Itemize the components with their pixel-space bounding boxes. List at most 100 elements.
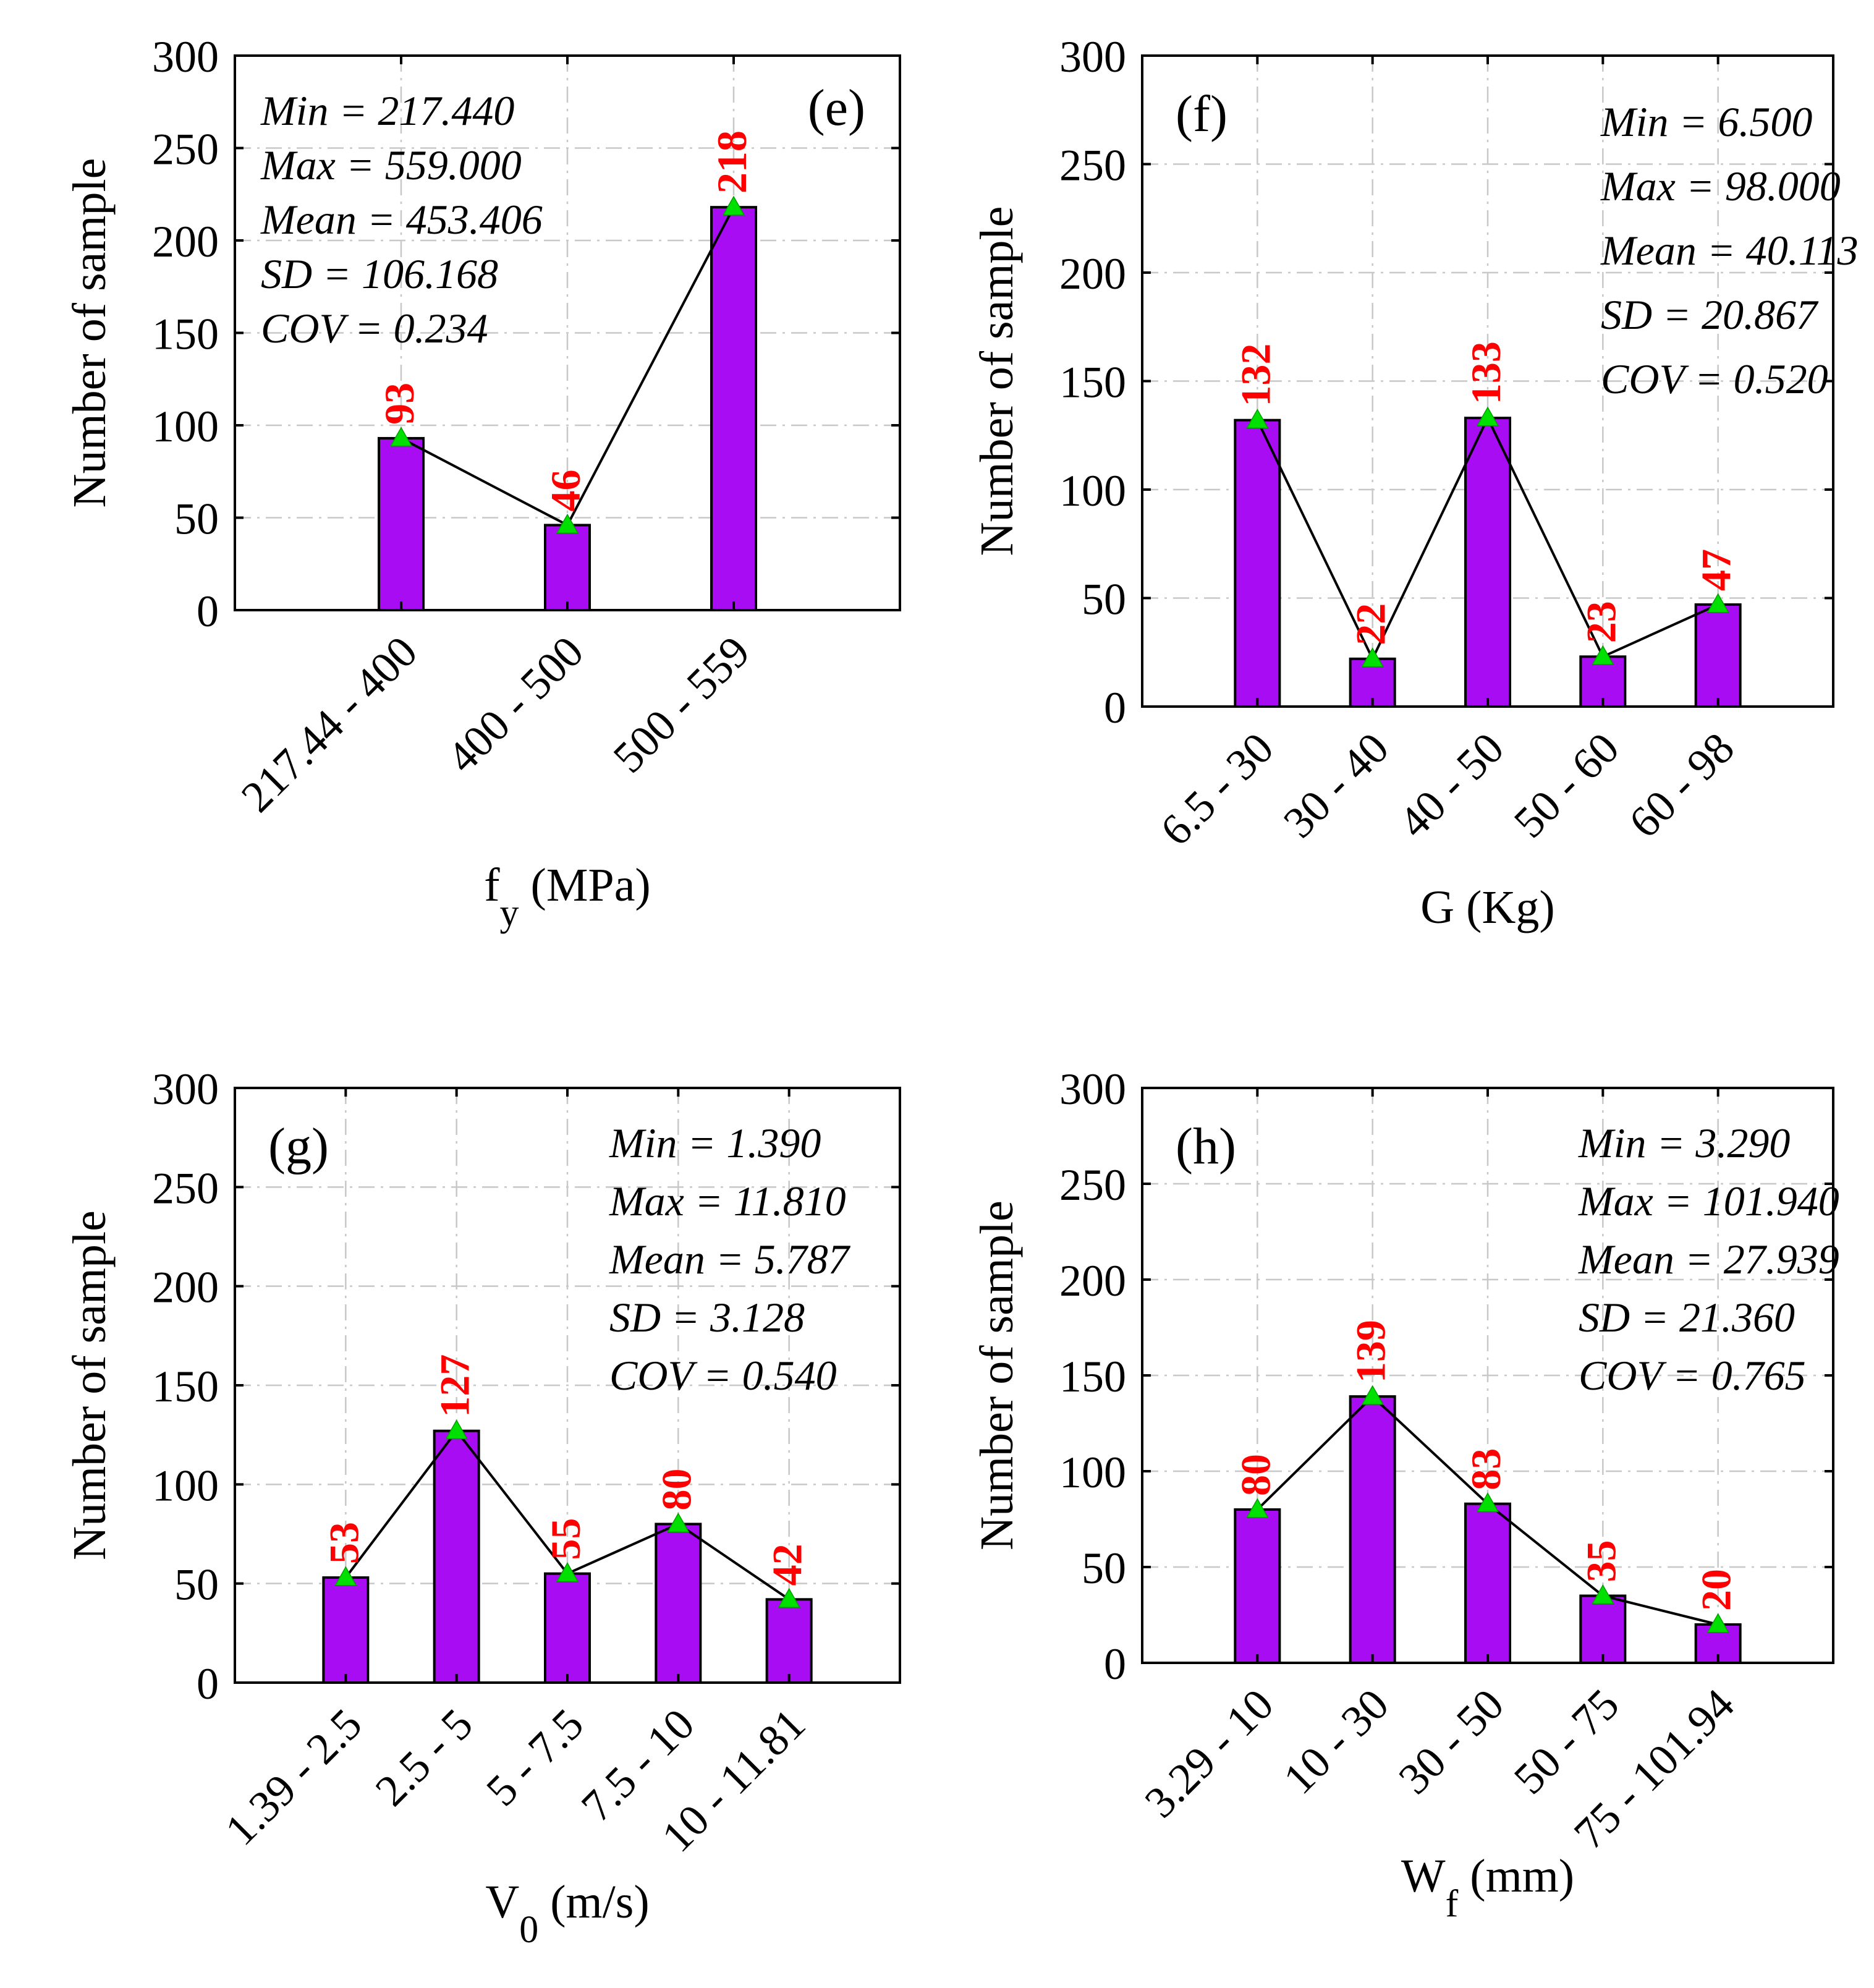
y-tick-label: 50 bbox=[1082, 575, 1126, 624]
data-point bbox=[1361, 1385, 1384, 1405]
y-tick-label: 150 bbox=[1059, 1352, 1126, 1401]
stats-line: Mean = 5.787 bbox=[609, 1236, 851, 1283]
data-point bbox=[445, 1419, 468, 1440]
bar bbox=[1349, 1395, 1396, 1665]
y-tick-label: 200 bbox=[152, 217, 219, 266]
x-axis-label: Wf (mm) bbox=[1401, 1850, 1574, 1925]
y-axis-label: Number of sample bbox=[64, 158, 116, 508]
stats-line: SD = 106.168 bbox=[261, 250, 498, 297]
stats-line: Min = 3.290 bbox=[1578, 1119, 1790, 1166]
bar bbox=[710, 206, 757, 611]
data-point bbox=[556, 1562, 579, 1582]
y-axis-label: Number of sample bbox=[64, 1210, 116, 1560]
x-axis-label: G (Kg) bbox=[1420, 881, 1554, 933]
bar bbox=[1234, 418, 1281, 708]
bar bbox=[1694, 603, 1742, 708]
data-point bbox=[722, 195, 745, 216]
data-point bbox=[1476, 406, 1499, 427]
data-point bbox=[334, 1566, 357, 1586]
stats-line: SD = 21.360 bbox=[1579, 1294, 1795, 1341]
bar bbox=[655, 1523, 702, 1684]
y-tick-label: 0 bbox=[1104, 1639, 1126, 1689]
x-tick-label: 2.5 - 5 bbox=[366, 1699, 482, 1816]
data-label: 80 bbox=[653, 1468, 700, 1510]
data-label: 127 bbox=[431, 1354, 478, 1417]
y-tick-label: 100 bbox=[152, 402, 219, 451]
x-axis-label: V0 (m/s) bbox=[485, 1876, 649, 1951]
bar bbox=[765, 1598, 813, 1684]
data-point bbox=[1707, 1613, 1729, 1633]
stats-line: Max = 559.000 bbox=[260, 142, 522, 189]
x-tick-label: 217.44 - 400 bbox=[232, 627, 426, 822]
bar bbox=[1464, 417, 1511, 708]
stats-line: Mean = 40.113 bbox=[1600, 227, 1859, 274]
bar bbox=[1464, 1502, 1511, 1664]
data-label: 46 bbox=[542, 469, 589, 511]
data-label: 42 bbox=[764, 1544, 811, 1586]
x-tick-label: 30 - 50 bbox=[1389, 1680, 1514, 1804]
panel-label: (f) bbox=[1176, 85, 1227, 143]
stats-line: SD = 20.867 bbox=[1601, 291, 1819, 338]
y-tick-label: 0 bbox=[197, 587, 219, 636]
chart-panel-0: 93 46 218 0 50 100 150 200 250 300 217.44 - 400 400… bbox=[64, 32, 901, 934]
y-tick-label: 250 bbox=[152, 125, 219, 174]
y-tick-label: 0 bbox=[1104, 683, 1126, 733]
stats-line: SD = 3.128 bbox=[609, 1294, 805, 1341]
data-label: 22 bbox=[1347, 603, 1394, 645]
y-tick-label: 250 bbox=[1059, 1160, 1126, 1210]
x-tick-label: 60 - 98 bbox=[1619, 723, 1744, 847]
data-point bbox=[1707, 593, 1729, 613]
panel-label: (h) bbox=[1176, 1118, 1236, 1175]
y-axis-label: Number of sample bbox=[971, 206, 1023, 556]
y-tick-label: 100 bbox=[152, 1461, 219, 1510]
data-point bbox=[1246, 409, 1269, 429]
y-tick-label: 200 bbox=[1059, 1256, 1126, 1306]
y-tick-label: 0 bbox=[197, 1659, 219, 1709]
data-point bbox=[1361, 647, 1384, 668]
stats-line: Min = 6.500 bbox=[1600, 98, 1812, 145]
x-axis-label: fy (MPa) bbox=[484, 859, 651, 934]
stats-line: Max = 101.940 bbox=[1578, 1178, 1839, 1225]
data-label: 139 bbox=[1347, 1320, 1394, 1383]
x-tick-label: 500 - 559 bbox=[604, 627, 760, 783]
y-tick-label: 200 bbox=[152, 1263, 219, 1312]
y-tick-label: 300 bbox=[1059, 32, 1126, 82]
x-tick-label: 40 - 50 bbox=[1389, 723, 1514, 847]
data-label: 133 bbox=[1462, 341, 1509, 404]
data-point bbox=[556, 513, 579, 533]
data-point bbox=[1476, 1492, 1499, 1513]
y-tick-label: 100 bbox=[1059, 1448, 1126, 1497]
bar bbox=[378, 436, 425, 611]
y-tick-label: 200 bbox=[1059, 249, 1126, 299]
y-tick-label: 300 bbox=[152, 1064, 219, 1114]
stats-line: Min = 1.390 bbox=[609, 1119, 821, 1166]
data-label: 132 bbox=[1232, 344, 1279, 407]
y-tick-label: 50 bbox=[174, 495, 219, 544]
x-tick-label: 3.29 - 10 bbox=[1135, 1680, 1283, 1827]
data-label: 35 bbox=[1577, 1540, 1624, 1582]
stats-line: COV = 0.234 bbox=[261, 305, 488, 352]
chart-panel-2: 53 127 55 80 42 0 50 100 150 200 250 300 1.39 - 2.52… bbox=[64, 1064, 901, 1951]
y-tick-label: 300 bbox=[152, 32, 219, 82]
stats-line: COV = 0.520 bbox=[1601, 355, 1828, 402]
data-label: 80 bbox=[1232, 1454, 1279, 1496]
stats-line: COV = 0.765 bbox=[1579, 1352, 1806, 1399]
panel-label: (e) bbox=[808, 79, 865, 137]
data-label: 53 bbox=[320, 1522, 367, 1564]
data-label: 218 bbox=[708, 130, 755, 193]
y-tick-label: 250 bbox=[152, 1163, 219, 1213]
data-point bbox=[1592, 645, 1614, 665]
stats-line: Min = 217.440 bbox=[260, 87, 514, 134]
chart-panel-1: 132 22 133 23 47 0 50 100 150 200 250 300 6.5 - 3030… bbox=[971, 32, 1859, 933]
data-label: 20 bbox=[1693, 1569, 1740, 1611]
bar bbox=[1579, 1594, 1627, 1664]
x-tick-label: 30 - 40 bbox=[1274, 723, 1398, 847]
data-point bbox=[1246, 1498, 1269, 1518]
stats-line: Max = 98.000 bbox=[1600, 163, 1841, 210]
data-point bbox=[389, 427, 413, 447]
data-point bbox=[778, 1587, 800, 1608]
stats-line: Max = 11.810 bbox=[609, 1178, 846, 1225]
